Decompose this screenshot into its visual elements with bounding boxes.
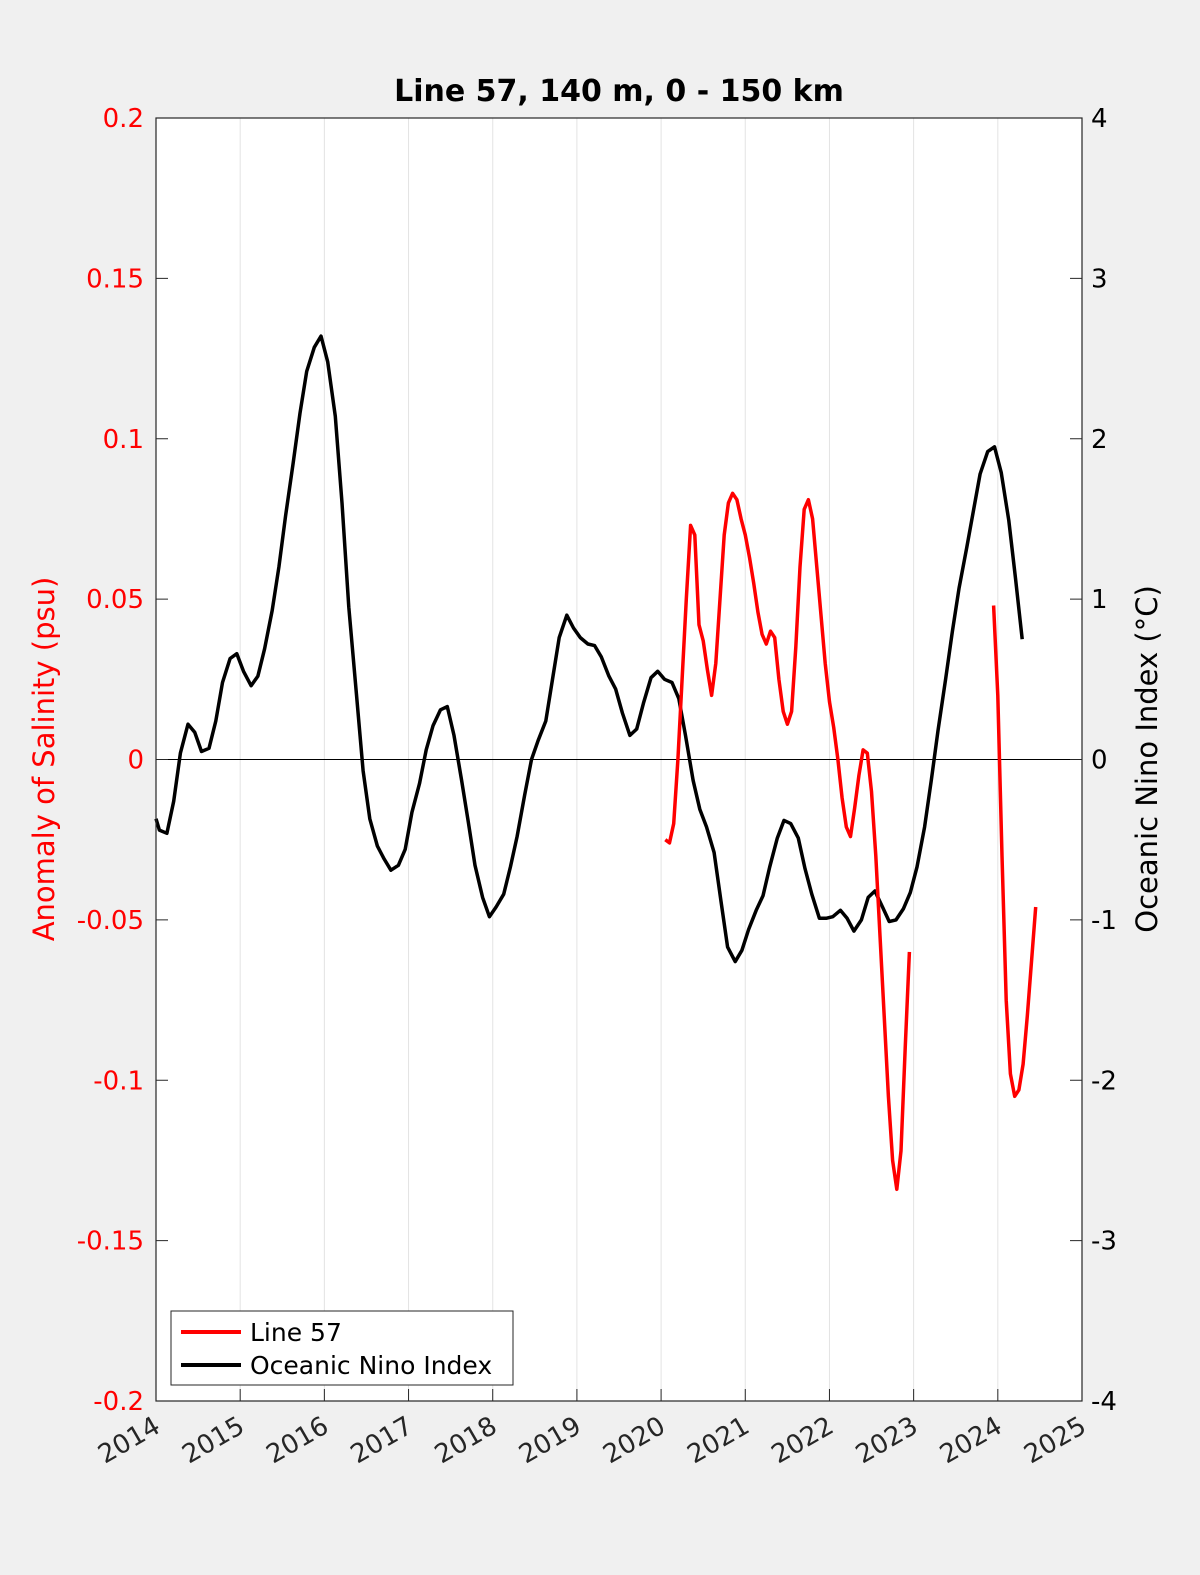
y-left-axis-label: Anomaly of Salinity (psu) <box>27 577 61 942</box>
y-left-tick-label: -0.2 <box>93 1387 144 1417</box>
y-left-tick-label: 0.15 <box>86 264 144 294</box>
y-left-tick-label: -0.1 <box>93 1066 144 1096</box>
left-axis: -0.2 -0.15 -0.1 -0.05 0 0.05 0.1 0.15 0.2 <box>77 104 168 1417</box>
y-right-tick-label: 0 <box>1091 746 1108 776</box>
series-line-57 <box>991 605 1038 1099</box>
y-right-tick-label: -4 <box>1091 1387 1117 1417</box>
legend: Line 57 Oceanic Nino Index <box>170 1310 514 1386</box>
y-left-tick-label: -0.05 <box>77 906 144 936</box>
y-left-tick-label: 0.05 <box>86 585 144 615</box>
chart-title: Line 57, 140 m, 0 - 150 km <box>394 74 844 109</box>
y-right-tick-label: -2 <box>1091 1066 1117 1096</box>
y-left-tick-label: 0.2 <box>103 104 144 134</box>
y-right-tick-label: -3 <box>1091 1227 1117 1257</box>
y-right-tick-label: 4 <box>1091 104 1108 134</box>
y-right-tick-label: 2 <box>1091 425 1108 455</box>
legend-label-oni: Oceanic Nino Index <box>250 1351 492 1380</box>
legend-label-line-57: Line 57 <box>250 1318 342 1347</box>
right-axis: -4 -3 -2 -1 0 1 2 3 4 <box>1070 104 1117 1417</box>
y-right-tick-label: -1 <box>1091 906 1117 936</box>
legend-box <box>170 1310 514 1386</box>
y-left-tick-label: -0.15 <box>77 1227 144 1257</box>
y-left-tick-label: 0 <box>127 746 144 776</box>
series-line-57 <box>664 491 912 1192</box>
y-left-tick-label: 0.1 <box>103 425 144 455</box>
y-right-tick-label: 3 <box>1091 264 1108 294</box>
y-right-axis-label: Oceanic Nino Index (°C) <box>1130 585 1164 933</box>
y-right-tick-label: 1 <box>1091 585 1108 615</box>
series-layer <box>154 334 1038 1192</box>
